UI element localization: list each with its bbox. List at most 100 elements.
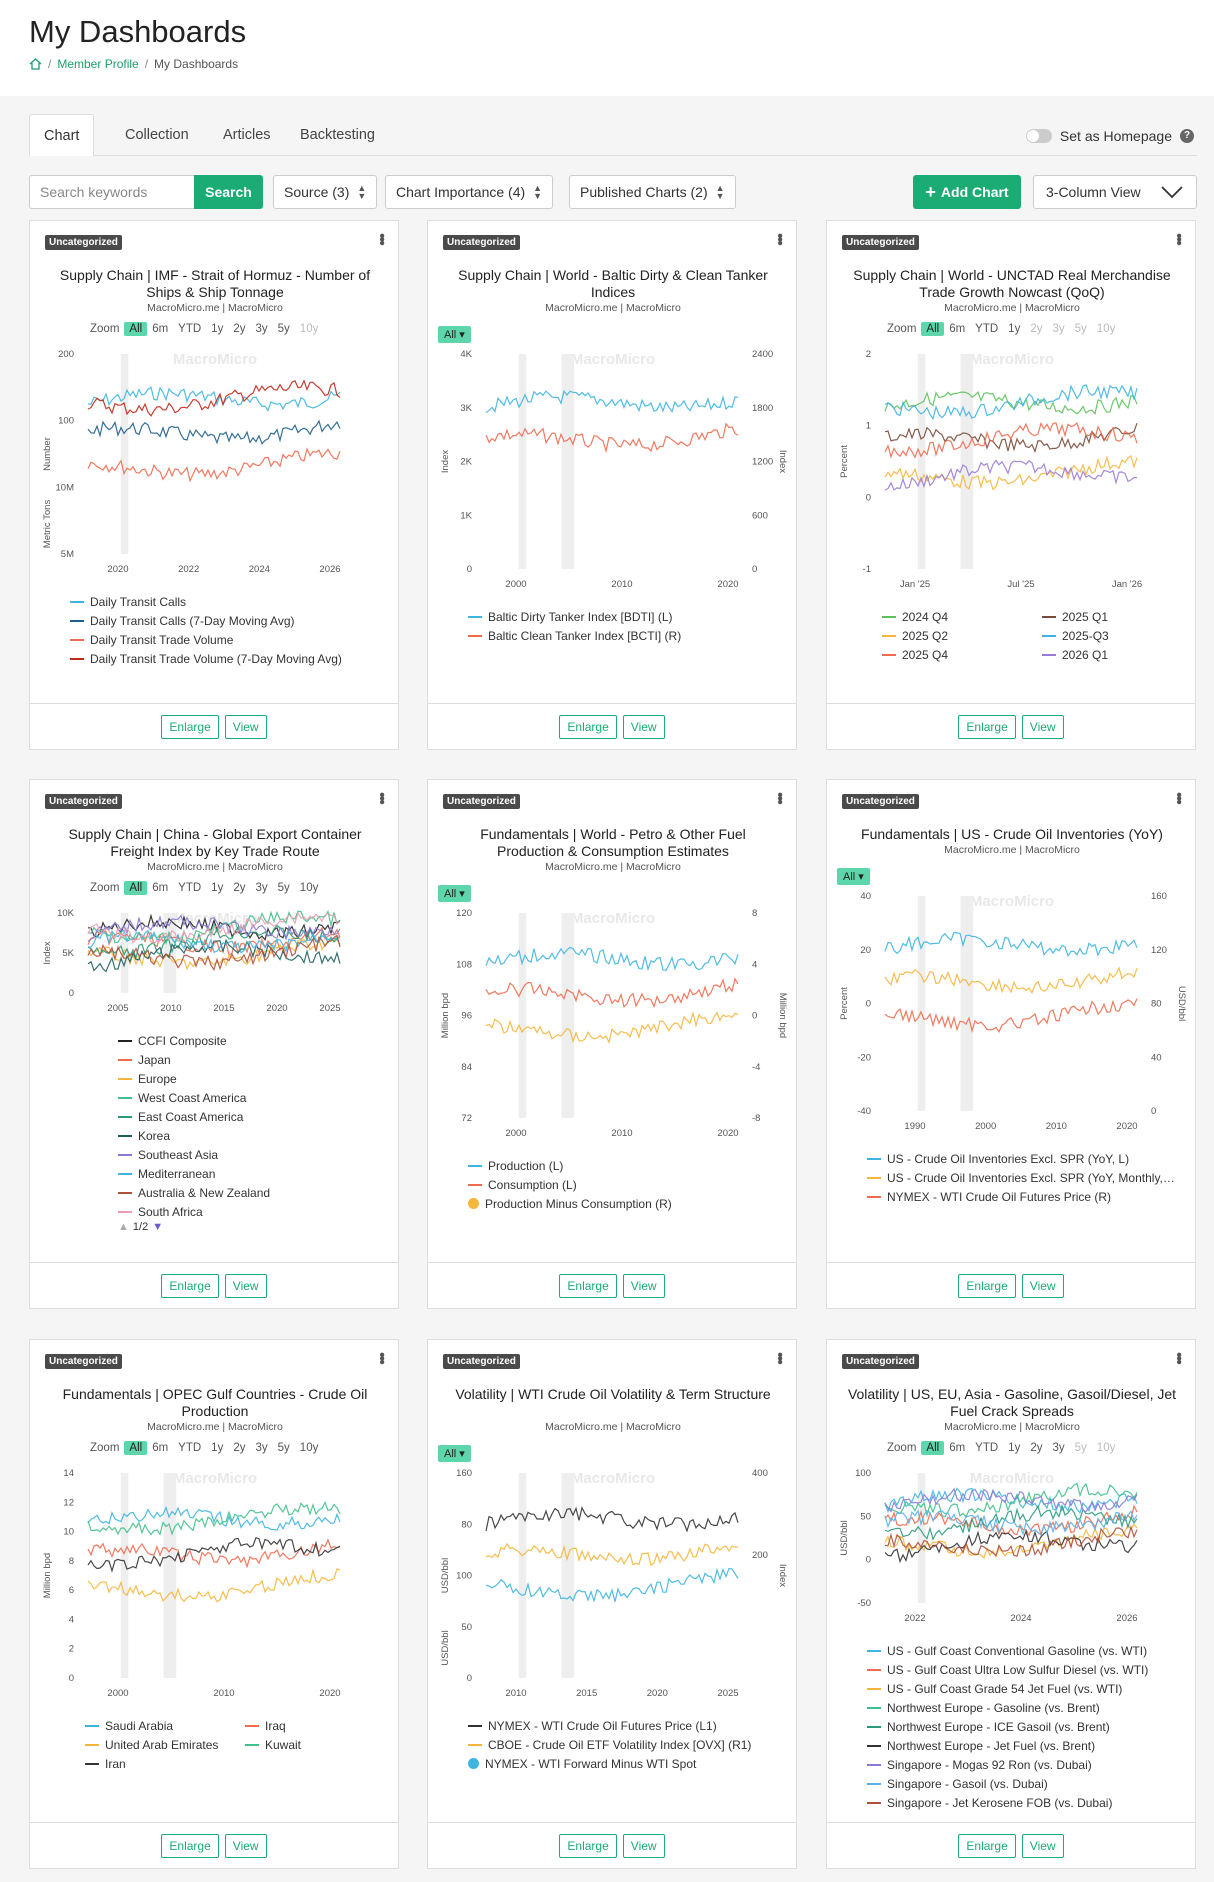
zoom-option-2y[interactable]: 2y bbox=[233, 882, 246, 894]
legend-item[interactable]: CCFI Composite bbox=[118, 1031, 270, 1050]
breadcrumb-member-profile[interactable]: Member Profile bbox=[57, 57, 139, 71]
chart-title[interactable]: Volatility | US, EU, Asia - Gasoline, Ga… bbox=[847, 1386, 1177, 1419]
legend-item[interactable]: Singapore - Mogas 92 Ron (vs. Dubai) bbox=[867, 1755, 1148, 1774]
legend-item[interactable]: South Africa bbox=[118, 1202, 270, 1221]
legend-item[interactable]: Daily Transit Trade Volume (7-Day Moving… bbox=[70, 649, 342, 668]
zoom-option-10y[interactable]: 10y bbox=[1096, 1442, 1116, 1454]
enlarge-button[interactable]: Enlarge bbox=[958, 1833, 1016, 1858]
legend-item[interactable]: US - Gulf Coast Grade 54 Jet Fuel (vs. W… bbox=[867, 1679, 1148, 1698]
zoom-option-1y[interactable]: 1y bbox=[1008, 323, 1021, 335]
more-vertical-icon[interactable]: ••• bbox=[373, 1352, 390, 1363]
view-button[interactable]: View bbox=[1021, 714, 1064, 739]
zoom-option-10y[interactable]: 10y bbox=[299, 1442, 319, 1454]
view-button[interactable]: View bbox=[1021, 1833, 1064, 1858]
zoom-option-all[interactable]: All bbox=[921, 1441, 945, 1455]
chart-importance-filter[interactable]: Chart Importance (4) ▲ ▼ bbox=[385, 175, 554, 209]
zoom-option-3y[interactable]: 3y bbox=[1052, 1442, 1065, 1454]
chart-title[interactable]: Supply Chain | World - Baltic Dirty & Cl… bbox=[458, 267, 768, 300]
more-vertical-icon[interactable]: ••• bbox=[771, 1352, 788, 1363]
set-homepage-toggle[interactable]: Set as Homepage ? bbox=[1025, 128, 1194, 144]
legend-item[interactable]: Kuwait bbox=[245, 1735, 405, 1754]
enlarge-button[interactable]: Enlarge bbox=[958, 1273, 1016, 1298]
zoom-option-3y[interactable]: 3y bbox=[255, 1442, 268, 1454]
zoom-option-10y[interactable]: 10y bbox=[299, 323, 319, 335]
zoom-option-2y[interactable]: 2y bbox=[233, 323, 246, 335]
legend-item[interactable]: Southeast Asia bbox=[118, 1145, 270, 1164]
zoom-option-3y[interactable]: 3y bbox=[255, 882, 268, 894]
legend-item[interactable]: Australia & New Zealand bbox=[118, 1183, 270, 1202]
zoom-option-all[interactable]: All bbox=[921, 322, 945, 336]
legend-item[interactable]: 2025 Q1 bbox=[1042, 607, 1202, 626]
zoom-option-all[interactable]: All bbox=[124, 322, 148, 336]
legend-item[interactable]: Korea bbox=[118, 1126, 270, 1145]
range-all-button[interactable]: All ▾ bbox=[438, 1445, 471, 1462]
view-button[interactable]: View bbox=[224, 714, 267, 739]
legend-item[interactable]: Northwest Europe - Gasoline (vs. Brent) bbox=[867, 1698, 1148, 1717]
zoom-option-6m[interactable]: 6m bbox=[949, 1442, 966, 1454]
chart-title[interactable]: Supply Chain | IMF - Strait of Hormuz - … bbox=[59, 267, 371, 300]
zoom-option-5y[interactable]: 5y bbox=[277, 882, 290, 894]
legend-item[interactable]: Iran bbox=[85, 1754, 245, 1773]
more-vertical-icon[interactable]: ••• bbox=[1170, 233, 1187, 244]
legend-item[interactable]: Japan bbox=[118, 1050, 270, 1069]
zoom-option-5y[interactable]: 5y bbox=[1074, 1442, 1087, 1454]
zoom-option-1y[interactable]: 1y bbox=[211, 882, 224, 894]
zoom-option-2y[interactable]: 2y bbox=[1030, 1442, 1043, 1454]
more-vertical-icon[interactable]: ••• bbox=[1170, 792, 1187, 803]
more-vertical-icon[interactable]: ••• bbox=[373, 233, 390, 244]
view-button[interactable]: View bbox=[224, 1833, 267, 1858]
tab-collection[interactable]: Collection bbox=[125, 127, 189, 143]
legend-item[interactable]: Saudi Arabia bbox=[85, 1716, 245, 1735]
homepage-switch[interactable] bbox=[1025, 129, 1052, 143]
legend-item[interactable]: East Coast America bbox=[118, 1107, 270, 1126]
more-vertical-icon[interactable]: ••• bbox=[373, 792, 390, 803]
zoom-option-2y[interactable]: 2y bbox=[1030, 323, 1043, 335]
enlarge-button[interactable]: Enlarge bbox=[559, 1273, 617, 1298]
legend-item[interactable]: Northwest Europe - Jet Fuel (vs. Brent) bbox=[867, 1736, 1148, 1755]
zoom-option-10y[interactable]: 10y bbox=[1096, 323, 1116, 335]
zoom-option-ytd[interactable]: YTD bbox=[178, 323, 202, 335]
legend-item[interactable]: Singapore - Gasoil (vs. Dubai) bbox=[867, 1774, 1148, 1793]
zoom-option-6m[interactable]: 6m bbox=[949, 323, 966, 335]
view-select[interactable]: 3-Column View bbox=[1033, 175, 1197, 209]
enlarge-button[interactable]: Enlarge bbox=[161, 1273, 219, 1298]
zoom-option-ytd[interactable]: YTD bbox=[975, 323, 999, 335]
enlarge-button[interactable]: Enlarge bbox=[161, 714, 219, 739]
view-button[interactable]: View bbox=[622, 1273, 665, 1298]
tab-backtesting[interactable]: Backtesting bbox=[300, 127, 375, 143]
view-button[interactable]: View bbox=[1021, 1273, 1064, 1298]
legend-item[interactable]: US - Gulf Coast Conventional Gasoline (v… bbox=[867, 1641, 1148, 1660]
legend-item[interactable]: West Coast America bbox=[118, 1088, 270, 1107]
question-circle-icon[interactable]: ? bbox=[1180, 129, 1194, 143]
legend-item[interactable]: NYMEX - WTI Crude Oil Futures Price (L1) bbox=[468, 1716, 751, 1735]
search-button[interactable]: Search bbox=[194, 175, 263, 209]
zoom-option-1y[interactable]: 1y bbox=[211, 1442, 224, 1454]
source-filter[interactable]: Source (3) ▲ ▼ bbox=[273, 175, 378, 209]
pager-down-icon[interactable]: ▼ bbox=[152, 1221, 164, 1233]
add-chart-button[interactable]: + Add Chart bbox=[913, 175, 1021, 209]
legend-item[interactable]: 2025-Q3 bbox=[1042, 626, 1202, 645]
legend-item[interactable]: Consumption (L) bbox=[468, 1175, 672, 1194]
legend-item[interactable]: US - Crude Oil Inventories Excl. SPR (Yo… bbox=[867, 1149, 1175, 1168]
zoom-option-5y[interactable]: 5y bbox=[277, 323, 290, 335]
zoom-option-3y[interactable]: 3y bbox=[255, 323, 268, 335]
more-vertical-icon[interactable]: ••• bbox=[771, 792, 788, 803]
legend-item[interactable]: NYMEX - WTI Forward Minus WTI Spot bbox=[468, 1754, 751, 1773]
chart-title[interactable]: Fundamentals | OPEC Gulf Countries - Cru… bbox=[62, 1386, 368, 1419]
zoom-option-5y[interactable]: 5y bbox=[277, 1442, 290, 1454]
legend-item[interactable]: 2025 Q4 bbox=[882, 645, 1042, 664]
view-button[interactable]: View bbox=[622, 1833, 665, 1858]
zoom-option-ytd[interactable]: YTD bbox=[178, 1442, 202, 1454]
range-all-button[interactable]: All ▾ bbox=[837, 868, 870, 885]
more-vertical-icon[interactable]: ••• bbox=[771, 233, 788, 244]
home-icon[interactable] bbox=[29, 58, 42, 70]
enlarge-button[interactable]: Enlarge bbox=[958, 714, 1016, 739]
zoom-option-2y[interactable]: 2y bbox=[233, 1442, 246, 1454]
zoom-option-ytd[interactable]: YTD bbox=[178, 882, 202, 894]
chart-title[interactable]: Supply Chain | World - UNCTAD Real Merch… bbox=[853, 267, 1171, 300]
zoom-option-10y[interactable]: 10y bbox=[299, 882, 319, 894]
legend-item[interactable]: Baltic Dirty Tanker Index [BDTI] (L) bbox=[468, 607, 681, 626]
zoom-option-5y[interactable]: 5y bbox=[1074, 323, 1087, 335]
chart-title[interactable]: Volatility | WTI Crude Oil Volatility & … bbox=[455, 1386, 771, 1402]
enlarge-button[interactable]: Enlarge bbox=[559, 714, 617, 739]
